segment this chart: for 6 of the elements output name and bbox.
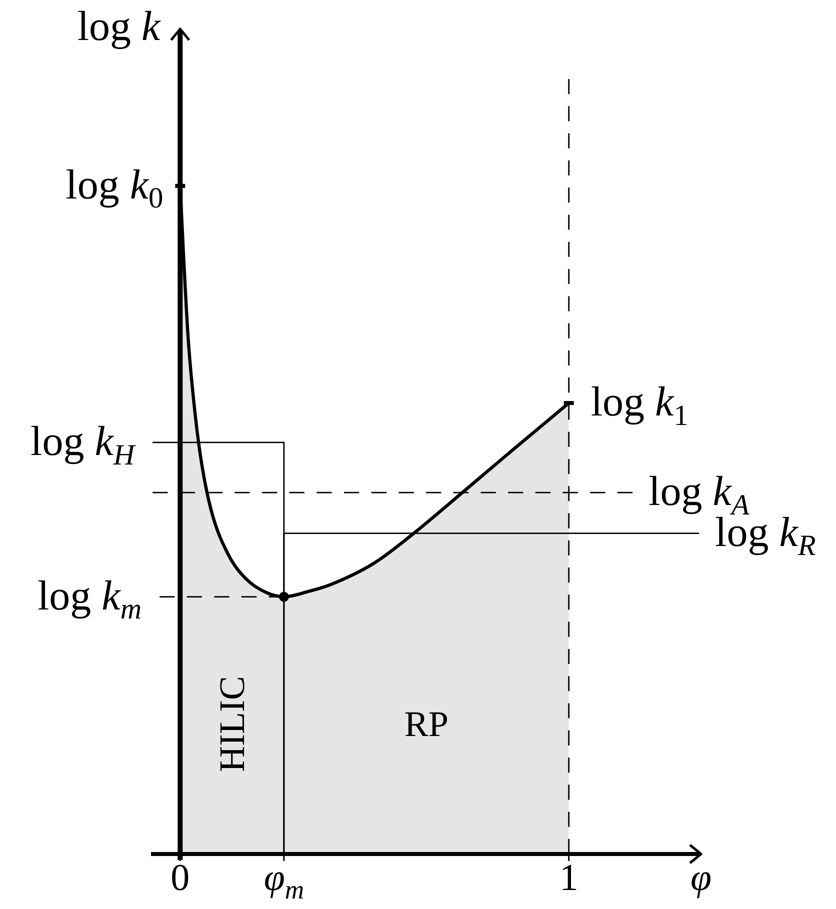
annotation: HILIC xyxy=(212,676,252,772)
x-tick-label: 0 xyxy=(170,857,190,899)
annotation: RP xyxy=(404,704,448,744)
x-axis-title: φ xyxy=(690,857,712,899)
x-tick-label: 1 xyxy=(559,857,578,899)
y-axis-title: log k xyxy=(77,4,162,50)
